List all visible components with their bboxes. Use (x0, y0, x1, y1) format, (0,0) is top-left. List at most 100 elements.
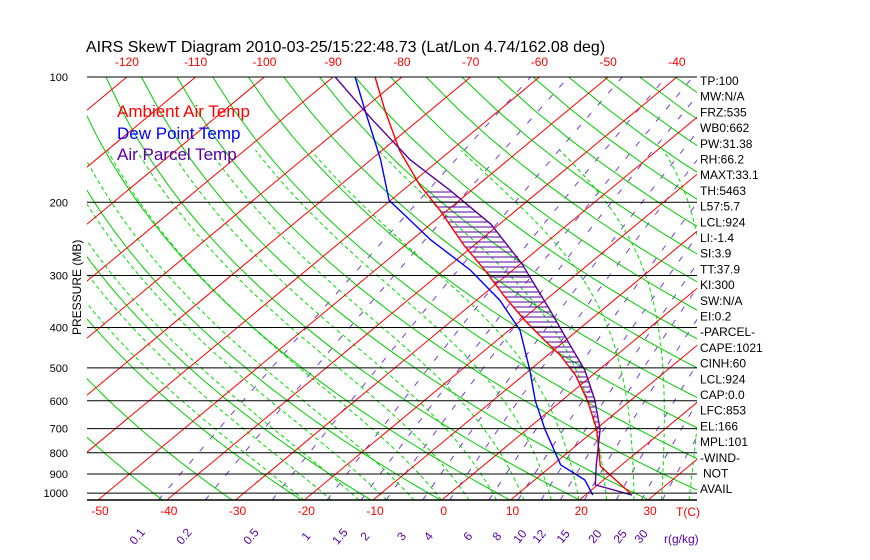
isotherm-line (87, 77, 334, 282)
pressure-tick-label: 700 (50, 424, 68, 436)
sounding-index-label: SI:3.9 (700, 247, 732, 261)
mixing-ratio-line (204, 77, 569, 500)
moist-adiabat-line (87, 203, 387, 500)
dry-adiabat-line (461, 77, 697, 255)
isotherm-line (303, 173, 697, 500)
mixing-ratio-tick-label: 8 (489, 529, 504, 543)
bottom-temp-tick-label: -30 (229, 504, 247, 518)
dry-adiabat-line (141, 77, 650, 500)
mixing-ratio-tick-label: 30 (631, 527, 651, 546)
dry-adiabat-line (639, 77, 697, 120)
sounding-index-label: KI:300 (700, 278, 735, 292)
dry-adiabat-line (176, 77, 697, 491)
mixing-ratio-line (326, 77, 667, 500)
mixing-ratio-line (422, 131, 697, 500)
moist-adiabat-line (255, 149, 553, 500)
pressure-tick-label: 500 (50, 363, 68, 375)
mixing-ratio-line (640, 401, 697, 500)
isotherm-line (87, 77, 128, 111)
bottom-temp-tick-label: -20 (298, 504, 316, 518)
top-temp-tick-label: -40 (668, 55, 686, 69)
bottom-temp-tick-label: 10 (506, 504, 520, 518)
dry-adiabat-line (390, 77, 697, 311)
sounding-index-label: CINH:60 (700, 357, 746, 371)
sounding-index-label: LFC:853 (700, 404, 746, 418)
mixing-ratio-axis-label: r(g/kg) (664, 532, 699, 546)
mixing-ratio-tick-label: 15 (554, 527, 574, 546)
dry-adiabat-line (497, 77, 697, 227)
top-temp-tick-label: -60 (531, 55, 549, 69)
mixing-ratio-tick-label: 25 (611, 527, 631, 546)
dry-adiabat-line (212, 77, 697, 460)
bottom-temp-tick-label: -10 (366, 504, 384, 518)
moist-adiabat-line (460, 149, 635, 500)
moist-adiabat-line (208, 150, 525, 500)
dry-adiabat-line (425, 77, 697, 283)
moist-adiabat-line (87, 302, 305, 500)
dry-adiabat-line (354, 77, 697, 340)
x-axis-label: T(C) (676, 505, 700, 519)
dry-adiabat-line (247, 77, 697, 429)
mixing-ratio-line (488, 202, 697, 500)
bottom-temp-tick-label: 0 (440, 504, 447, 518)
mixing-ratio-line (385, 95, 697, 500)
mixing-ratio-line (583, 318, 697, 500)
sounding-index-label: FRZ:535 (700, 105, 747, 119)
dry-adiabat-line (747, 77, 870, 500)
legend-ambient-air-temp: Ambient Air Temp (117, 102, 250, 121)
mixing-ratio-line (360, 77, 694, 500)
sounding-index-label: MPL:101 (700, 435, 748, 449)
isotherm-line (87, 77, 540, 453)
isotherm-line (509, 344, 697, 500)
sounding-index-label: -PARCEL- (700, 325, 755, 339)
isotherm-line (87, 77, 471, 396)
top-temp-tick-label: -90 (324, 55, 342, 69)
pressure-tick-label: 300 (50, 271, 68, 283)
pressure-tick-label: 1000 (44, 488, 68, 500)
pressure-tick-label: 800 (50, 448, 68, 460)
sounding-index-label: LCL:924 (700, 372, 746, 386)
dry-adiabat-line (87, 114, 511, 500)
pressure-tick-label: 200 (50, 197, 68, 209)
isotherm-line (97, 77, 609, 500)
mixing-ratio-tick-label: 1.5 (329, 525, 351, 547)
isotherm-line (87, 77, 403, 339)
legend-dew-point-temp: Dew Point Temp (117, 124, 240, 143)
sounding-index-label: MW:N/A (700, 90, 744, 104)
dry-adiabat-line (105, 77, 581, 500)
dry-adiabat-line (87, 189, 442, 500)
moist-adiabat-line (663, 150, 697, 500)
moist-adiabat-line (87, 272, 332, 500)
mixing-ratio-tick-label: 20 (585, 527, 605, 546)
sounding-index-label: L57:5.7 (700, 200, 740, 214)
bottom-temp-tick-label: 30 (643, 504, 657, 518)
sounding-index-label: -WIND- (700, 451, 740, 465)
moist-adiabat-line (377, 149, 608, 500)
sounding-index-label: AVAIL (700, 482, 733, 496)
sounding-index-label: LI:-1.4 (700, 231, 734, 245)
mixing-ratio-tick-label: 0.5 (240, 525, 262, 547)
top-temp-tick-label: -80 (393, 55, 411, 69)
bottom-temp-tick-label: -50 (91, 504, 109, 518)
mixing-ratio-tick-label: 12 (529, 527, 549, 546)
sounding-index-label: TT:37.9 (700, 262, 740, 276)
isotherm-line (578, 401, 697, 500)
mixing-ratio-tick-label: 0.1 (127, 525, 149, 547)
legend-air-parcel-temp: Air Parcel Temp (117, 145, 237, 164)
mixing-ratio-tick-label: 10 (510, 527, 530, 546)
isotherm-line (166, 77, 678, 500)
bottom-temp-tick-label: 20 (575, 504, 589, 518)
dry-adiabat-line (283, 77, 697, 399)
isotherm-line (372, 230, 697, 500)
dry-adiabat-line (782, 77, 870, 500)
mixing-ratio-tick-label: 0.2 (173, 525, 195, 547)
dry-adiabat-line (87, 256, 372, 500)
sounding-index-label: PW:31.38 (700, 137, 753, 151)
chart-title: AIRS SkewT Diagram 2010-03-25/15:22:48.7… (86, 39, 605, 56)
sounding-index-label: EL:166 (700, 419, 738, 433)
sounding-index-label: RH:66.2 (700, 153, 744, 167)
top-temp-tick-label: -70 (462, 55, 480, 69)
dry-adiabat-line (87, 378, 233, 500)
ambient-temp-line (374, 77, 631, 494)
